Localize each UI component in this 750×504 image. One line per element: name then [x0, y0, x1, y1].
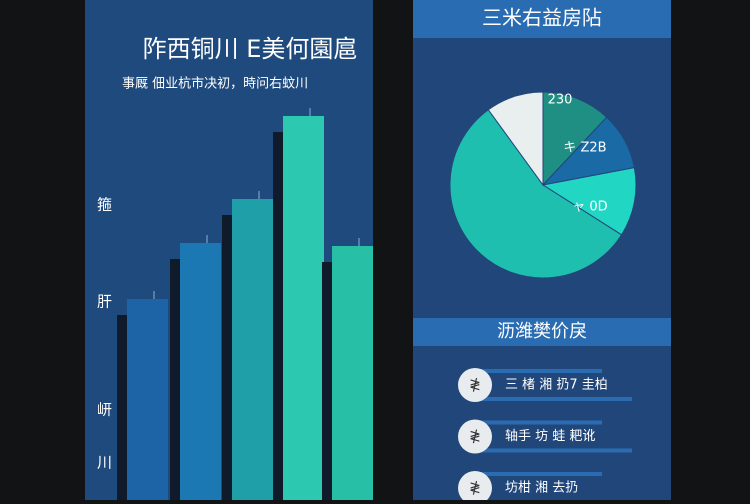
pie-slice — [541, 166, 637, 236]
section-header — [413, 318, 671, 346]
pie-label: キ Z2B — [563, 141, 606, 156]
y-label: 肝 — [97, 293, 112, 311]
pie-label: 230 — [548, 93, 573, 108]
item-line — [470, 420, 602, 425]
y-label: 箍 — [97, 196, 112, 214]
bar-chart — [117, 108, 373, 504]
bar-shadow — [322, 262, 334, 504]
pie-label: ャ 0D — [572, 200, 607, 215]
bar — [127, 299, 168, 500]
item-icon — [458, 471, 492, 504]
bar — [180, 243, 221, 500]
bar-shadow — [273, 132, 285, 504]
y-label: 川 — [97, 454, 112, 472]
item-line — [470, 397, 632, 401]
pie-slice — [542, 91, 608, 187]
left-title: 阼西铜川 E美何園扈 — [143, 35, 358, 63]
bar-shadow — [170, 259, 182, 504]
item-line — [470, 472, 602, 476]
bar — [232, 199, 273, 500]
y-label: 岍 — [97, 401, 112, 419]
item-icon-glyph: ≹ — [469, 480, 481, 496]
item-line — [470, 448, 632, 453]
pie-slice — [449, 109, 623, 279]
item-icon — [458, 419, 492, 454]
bar — [332, 246, 373, 500]
pie-chart: 230 キ Z2B ャ 0D — [449, 91, 637, 279]
right-header — [413, 0, 671, 38]
pie-slice — [487, 91, 544, 187]
item-line — [470, 369, 602, 373]
item-icon — [458, 368, 492, 402]
item-text: 三 楮 湘 扔7 圭柏 — [505, 377, 608, 393]
bar-shadow — [222, 215, 234, 504]
left-subtitle: 事厩 佃业杭市决初，時问右蚊川 — [122, 76, 308, 92]
right-title: 三米右益房阽 — [482, 6, 602, 30]
item-icon-glyph: ≹ — [469, 429, 481, 445]
bar — [283, 116, 324, 500]
item-icon-glyph: ≹ — [469, 377, 481, 393]
item-text: 轴手 坊 蛙 耙讹 — [505, 429, 595, 444]
item-text: 坊柑 湘 去扔 — [505, 481, 578, 496]
bar-shadow — [117, 315, 129, 504]
section-title: 沥潍樊价戾 — [497, 321, 587, 342]
